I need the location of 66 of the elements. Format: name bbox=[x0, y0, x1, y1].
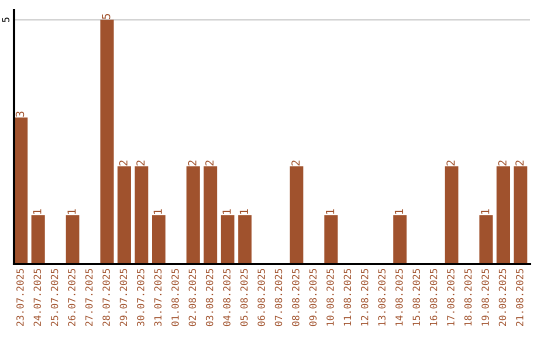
x-tick-label: 21.08.2025 bbox=[516, 268, 524, 326]
data-label: 1 bbox=[222, 209, 231, 214]
bar bbox=[496, 166, 510, 264]
bar bbox=[324, 215, 338, 264]
x-tick-label: 17.08.2025 bbox=[447, 268, 454, 326]
x-tick-label: 06.08.2025 bbox=[258, 268, 265, 326]
bar bbox=[14, 117, 28, 264]
x-tick-label: 11.08.2025 bbox=[344, 268, 352, 326]
data-label: 2 bbox=[119, 160, 128, 166]
bar bbox=[290, 166, 304, 264]
x-tick-label: 14.08.2025 bbox=[395, 268, 403, 326]
x-tick-label: 31.07.2025 bbox=[154, 268, 162, 326]
bar bbox=[152, 215, 166, 264]
x-tick-label: 12.08.2025 bbox=[360, 268, 368, 326]
x-tick-label: 01.08.2025 bbox=[171, 268, 179, 326]
data-label: 1 bbox=[33, 209, 42, 214]
bar bbox=[238, 215, 252, 264]
data-label: 1 bbox=[481, 209, 490, 214]
x-tick-label: 28.07.2025 bbox=[102, 268, 110, 326]
bar bbox=[118, 166, 131, 264]
bar bbox=[31, 215, 45, 264]
data-label: 2 bbox=[515, 160, 524, 166]
bar bbox=[66, 215, 80, 264]
x-tick-label: 09.08.2025 bbox=[309, 268, 317, 326]
data-label: 1 bbox=[394, 209, 404, 214]
data-label: 2 bbox=[291, 160, 300, 166]
x-tick-label: 27.07.2025 bbox=[85, 268, 93, 326]
x-tick-label: 18.08.2025 bbox=[464, 268, 472, 326]
x-tick-label: 07.08.2025 bbox=[274, 268, 282, 326]
bar bbox=[514, 166, 528, 264]
x-tick-label: 29.07.2025 bbox=[120, 268, 128, 326]
bar bbox=[444, 166, 458, 264]
x-tick-label: 15.08.2025 bbox=[412, 268, 420, 326]
x-tick-label: 16.08.2025 bbox=[430, 268, 438, 326]
bar bbox=[134, 166, 148, 264]
data-label: 1 bbox=[68, 209, 76, 214]
x-tick-label: 26.07.2025 bbox=[68, 268, 76, 326]
x-tick-label: 24.07.2025 bbox=[34, 268, 41, 326]
x-tick-label: 08.08.2025 bbox=[292, 268, 300, 326]
x-tick-label: 13.08.2025 bbox=[378, 268, 386, 326]
data-label: 2 bbox=[498, 160, 506, 166]
x-tick-label: 05.08.2025 bbox=[240, 268, 248, 326]
x-tick-label: 19.08.2025 bbox=[482, 268, 489, 326]
data-label: 1 bbox=[154, 209, 162, 214]
data-label: 2 bbox=[205, 160, 214, 166]
bar bbox=[220, 215, 234, 264]
data-label: 5 bbox=[102, 14, 110, 19]
x-tick-label: 03.08.2025 bbox=[206, 268, 214, 326]
x-tick-label: 10.08.2025 bbox=[326, 268, 334, 326]
x-tick-label: 20.08.2025 bbox=[498, 268, 506, 326]
bar bbox=[204, 166, 218, 264]
data-label: 1 bbox=[326, 209, 334, 214]
x-tick-label: 25.07.2025 bbox=[50, 268, 58, 326]
bar bbox=[479, 215, 493, 264]
x-tick-label: 30.07.2025 bbox=[136, 268, 144, 326]
bar bbox=[186, 166, 200, 264]
x-tick-label: 23.07.2025 bbox=[16, 268, 24, 326]
data-label: 2 bbox=[136, 160, 145, 166]
data-label: 3 bbox=[16, 112, 24, 117]
x-tick-label: 04.08.2025 bbox=[223, 268, 230, 326]
bar bbox=[100, 20, 114, 264]
data-label: 2 bbox=[188, 160, 196, 166]
data-label: 1 bbox=[240, 209, 248, 214]
x-tick-label: 02.08.2025 bbox=[188, 268, 196, 326]
data-label: 2 bbox=[446, 160, 455, 166]
bar bbox=[393, 215, 407, 264]
